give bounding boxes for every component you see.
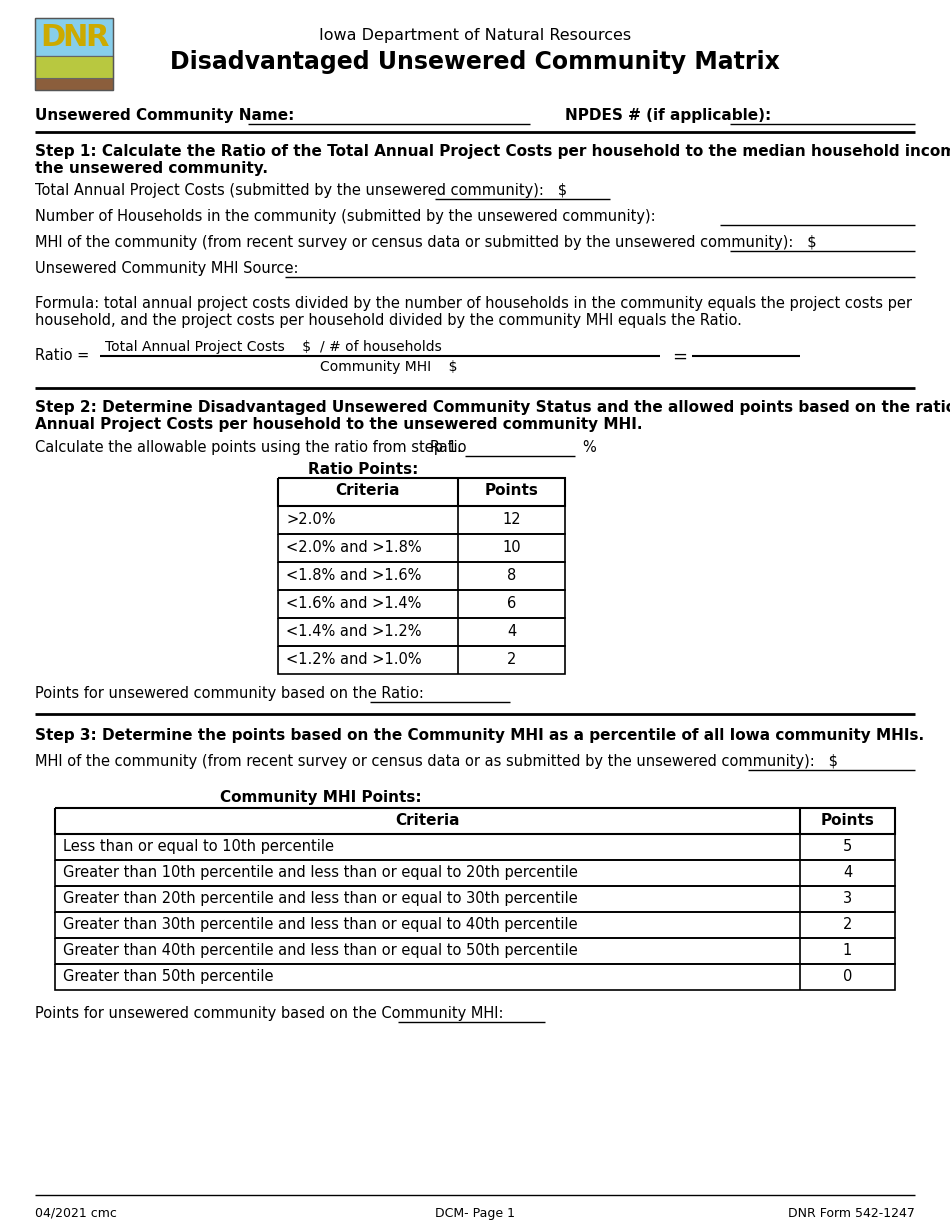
Text: 3: 3 <box>843 891 852 907</box>
Text: Step 3: Determine the points based on the Community MHI as a percentile of all I: Step 3: Determine the points based on th… <box>35 728 924 743</box>
Text: <1.4% and >1.2%: <1.4% and >1.2% <box>286 624 422 640</box>
Text: Points for unsewered community based on the Ratio:: Points for unsewered community based on … <box>35 686 424 701</box>
Text: the unsewered community.: the unsewered community. <box>35 161 268 176</box>
Text: Points: Points <box>484 483 539 498</box>
Text: Community MHI    $: Community MHI $ <box>320 360 458 374</box>
Text: 8: 8 <box>507 568 516 583</box>
Text: D: D <box>40 23 66 52</box>
Text: >2.0%: >2.0% <box>286 512 335 526</box>
Text: 04/2021 cmc: 04/2021 cmc <box>35 1207 117 1220</box>
Text: / # of households: / # of households <box>320 339 442 354</box>
Text: Formula: total annual project costs divided by the number of households in the c: Formula: total annual project costs divi… <box>35 296 912 311</box>
Text: <1.8% and >1.6%: <1.8% and >1.6% <box>286 568 422 583</box>
Text: 0: 0 <box>843 969 852 984</box>
Text: Less than or equal to 10th percentile: Less than or equal to 10th percentile <box>63 839 334 854</box>
Bar <box>35 18 113 90</box>
Text: Community MHI Points:: Community MHI Points: <box>220 790 422 804</box>
Text: 2: 2 <box>843 918 852 932</box>
Text: <1.6% and >1.4%: <1.6% and >1.4% <box>286 597 422 611</box>
Text: Greater than 40th percentile and less than or equal to 50th percentile: Greater than 40th percentile and less th… <box>63 943 578 958</box>
Text: Unsewered Community Name:: Unsewered Community Name: <box>35 108 294 123</box>
Text: Points for unsewered community based on the Community MHI:: Points for unsewered community based on … <box>35 1006 504 1021</box>
Text: 10: 10 <box>503 540 521 555</box>
Text: Iowa Department of Natural Resources: Iowa Department of Natural Resources <box>319 28 631 43</box>
Text: Unsewered Community MHI Source:: Unsewered Community MHI Source: <box>35 261 298 276</box>
Text: Greater than 30th percentile and less than or equal to 40th percentile: Greater than 30th percentile and less th… <box>63 918 578 932</box>
Text: 12: 12 <box>503 512 521 526</box>
Text: =: = <box>672 348 687 367</box>
Text: Calculate the allowable points using the ratio from step 1.: Calculate the allowable points using the… <box>35 440 462 455</box>
Text: <2.0% and >1.8%: <2.0% and >1.8% <box>286 540 422 555</box>
Text: 1: 1 <box>843 943 852 958</box>
Text: DCM- Page 1: DCM- Page 1 <box>435 1207 515 1220</box>
Text: %: % <box>582 440 596 455</box>
Text: Greater than 50th percentile: Greater than 50th percentile <box>63 969 274 984</box>
Bar <box>35 18 113 57</box>
Text: MHI of the community (from recent survey or census data or as submitted by the u: MHI of the community (from recent survey… <box>35 754 838 769</box>
Text: Step 1: Calculate the Ratio of the Total Annual Project Costs per household to t: Step 1: Calculate the Ratio of the Total… <box>35 144 950 159</box>
Text: R: R <box>85 23 108 52</box>
Text: Total Annual Project Costs    $: Total Annual Project Costs $ <box>105 339 312 354</box>
Text: <1.2% and >1.0%: <1.2% and >1.0% <box>286 652 422 667</box>
Text: Ratio Points:: Ratio Points: <box>308 462 418 477</box>
Text: NPDES # (if applicable):: NPDES # (if applicable): <box>565 108 771 123</box>
Text: Points: Points <box>821 813 874 828</box>
Text: N: N <box>62 23 87 52</box>
Text: 6: 6 <box>507 597 516 611</box>
Bar <box>35 57 113 77</box>
Text: Greater than 20th percentile and less than or equal to 30th percentile: Greater than 20th percentile and less th… <box>63 891 578 907</box>
Text: Total Annual Project Costs (submitted by the unsewered community):   $: Total Annual Project Costs (submitted by… <box>35 183 567 198</box>
Text: 5: 5 <box>843 839 852 854</box>
Text: 4: 4 <box>843 865 852 879</box>
Text: Ratio: Ratio <box>430 440 467 455</box>
Text: MHI of the community (from recent survey or census data or submitted by the unse: MHI of the community (from recent survey… <box>35 235 817 250</box>
Text: Criteria: Criteria <box>335 483 400 498</box>
Text: household, and the project costs per household divided by the community MHI equa: household, and the project costs per hou… <box>35 312 742 328</box>
Text: Step 2: Determine Disadvantaged Unsewered Community Status and the allowed point: Step 2: Determine Disadvantaged Unsewere… <box>35 400 950 415</box>
Text: Ratio =: Ratio = <box>35 348 89 363</box>
Text: Number of Households in the community (submitted by the unsewered community):: Number of Households in the community (s… <box>35 209 655 224</box>
Text: 4: 4 <box>507 624 516 640</box>
Text: Criteria: Criteria <box>395 813 460 828</box>
Text: DNR Form 542-1247: DNR Form 542-1247 <box>788 1207 915 1220</box>
Bar <box>35 57 113 90</box>
Text: Annual Project Costs per household to the unsewered community MHI.: Annual Project Costs per household to th… <box>35 417 642 432</box>
Text: Disadvantaged Unsewered Community Matrix: Disadvantaged Unsewered Community Matrix <box>170 50 780 74</box>
Text: 2: 2 <box>506 652 516 667</box>
Text: Greater than 10th percentile and less than or equal to 20th percentile: Greater than 10th percentile and less th… <box>63 865 578 879</box>
